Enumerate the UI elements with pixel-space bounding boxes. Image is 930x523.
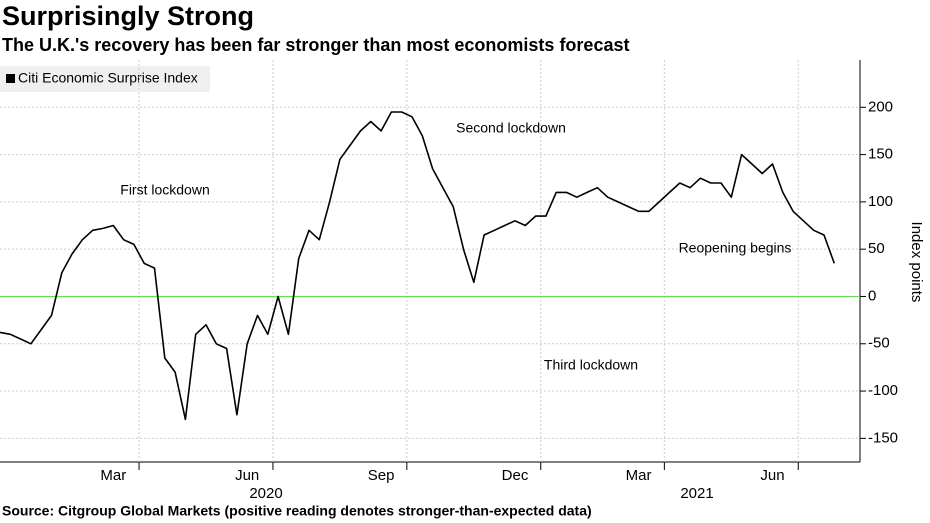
y-tick-label: 150 [868,146,893,163]
annotation: Reopening begins [679,240,792,256]
legend-label: Citi Economic Surprise Index [18,70,198,86]
x-tick-label: Mar [626,467,652,484]
y-tick-label: 50 [868,240,885,257]
x-tick-label: Mar [100,467,126,484]
annotation: First lockdown [120,182,209,198]
y-tick-label: -100 [868,382,898,399]
y-tick-label: 100 [868,193,893,210]
source: Source: Citgroup Global Markets (positiv… [2,503,592,519]
x-tick-label: Jun [760,467,784,484]
legend-box [0,66,210,92]
line-series [0,111,836,421]
y-tick-label: -150 [868,429,898,446]
y-axis-label: Index points [908,222,925,303]
y-tick-label: 0 [868,287,876,304]
x-year-label: 2020 [249,485,282,502]
x-tick-label: Dec [502,467,529,484]
y-tick-label: -50 [868,335,890,352]
x-tick-label: Sep [368,467,395,484]
x-tick-label: Jun [235,467,259,484]
chart-title: Surprisingly Strong [2,1,254,31]
legend-swatch [6,74,15,83]
chart-subtitle: The U.K.'s recovery has been far stronge… [2,35,629,55]
x-year-label: 2021 [680,485,713,502]
annotation: Third lockdown [544,357,638,373]
y-tick-label: 200 [868,98,893,115]
annotation: Second lockdown [456,120,566,136]
